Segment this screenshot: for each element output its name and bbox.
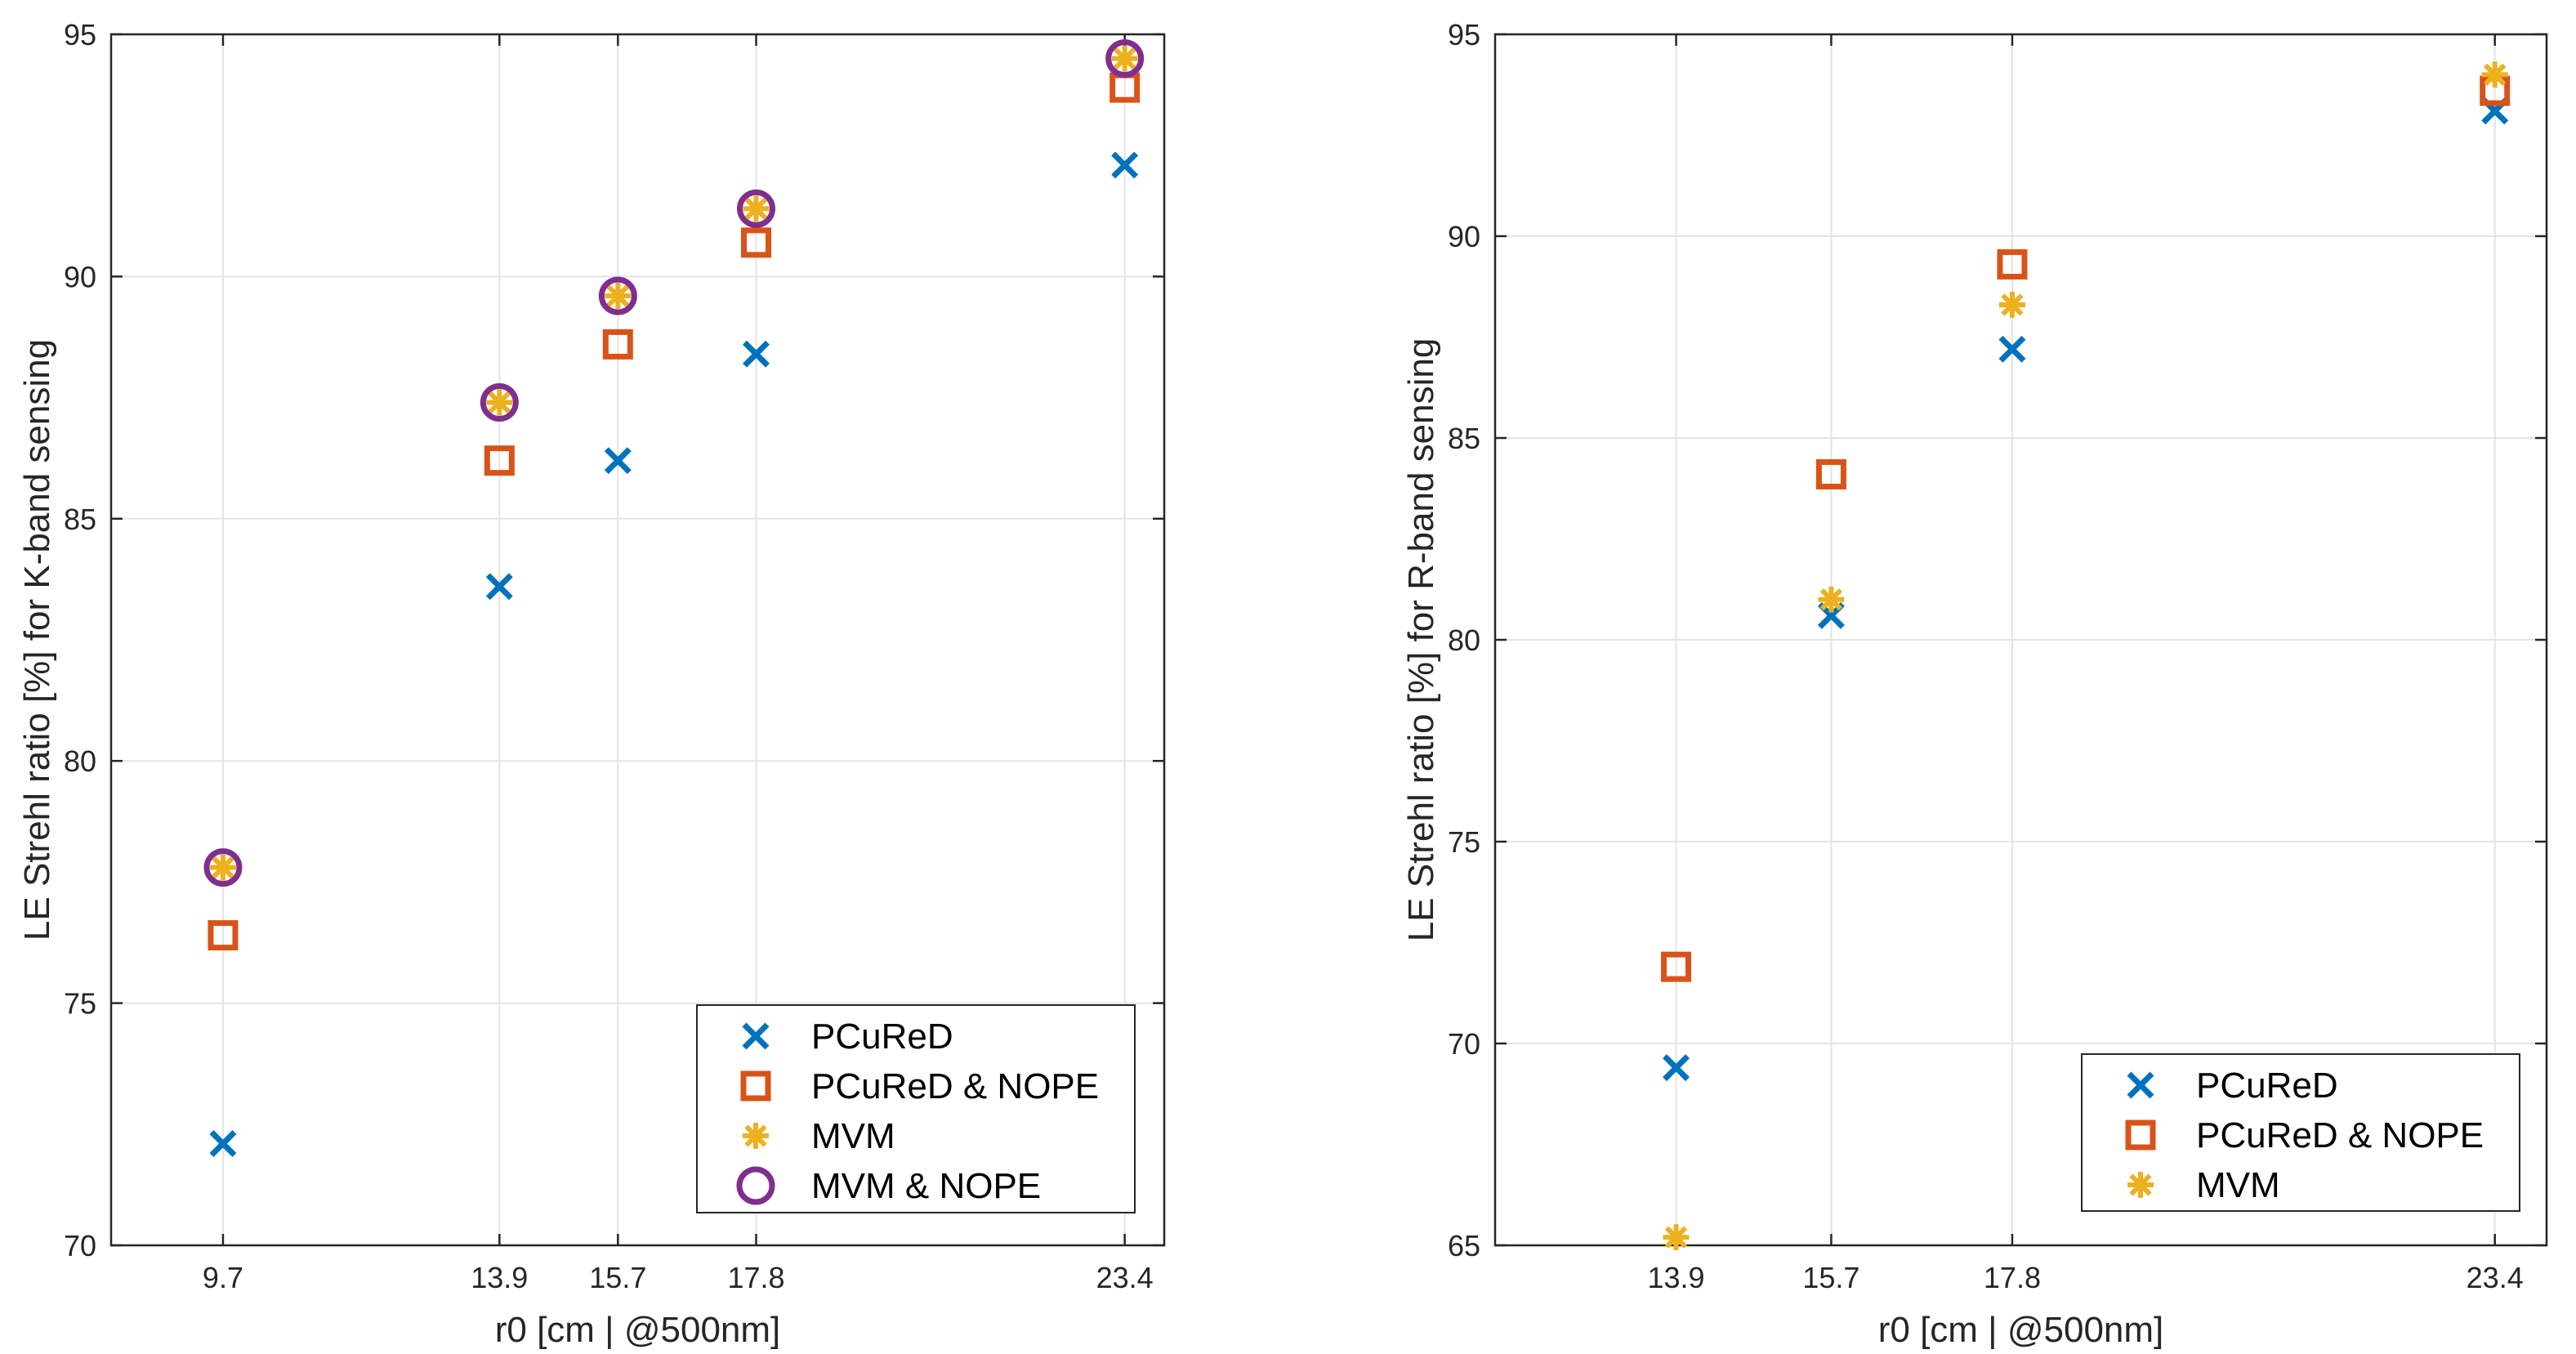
series-mvm-nope xyxy=(203,39,1145,887)
series-mvm xyxy=(209,45,1138,881)
legend-entry: PCuReD xyxy=(811,1017,953,1057)
series-pcured xyxy=(209,151,1139,1157)
y-axis-label: LE Strehl ratio [%] for R-band sensing xyxy=(1401,338,1441,942)
data-point xyxy=(598,276,637,315)
data-point xyxy=(486,389,513,416)
x-axis-label: r0 [cm | @500nm] xyxy=(1878,1310,2164,1350)
x-axis-label: r0 [cm | @500nm] xyxy=(495,1310,781,1350)
data-point xyxy=(1663,1224,1690,1251)
data-point xyxy=(2481,61,2508,88)
data-point xyxy=(743,195,770,222)
y-tick-label: 85 xyxy=(64,503,96,536)
legend-marker xyxy=(740,1070,771,1102)
legend: PCuReD PCuReD & NOPE MVM MVM & NOPE xyxy=(696,1004,1136,1213)
data-point xyxy=(209,1130,237,1157)
y-axis-label: LE Strehl ratio [%] for K-band sensing xyxy=(17,339,57,941)
y-tick-label: 65 xyxy=(1448,1229,1480,1262)
y-tick-label: 75 xyxy=(1448,825,1480,859)
data-point xyxy=(604,447,632,475)
data-point xyxy=(485,573,513,601)
data-point xyxy=(737,189,776,228)
legend: PCuReD PCuReD & NOPE MVM xyxy=(2081,1053,2520,1212)
legend-marker xyxy=(2127,1172,2154,1198)
data-point xyxy=(1818,586,1845,613)
legend-marker xyxy=(2125,1119,2156,1151)
data-point xyxy=(480,383,519,422)
legend-entry: MVM & NOPE xyxy=(811,1166,1041,1206)
chart-left: 9.7 13.9 15.7 17.8 23.4 70 75 80 85 90 95 r0 [cm | … xyxy=(17,18,1166,1350)
data-point xyxy=(743,340,770,368)
y-tick-label: 70 xyxy=(64,1229,96,1262)
x-tick-label: 15.7 xyxy=(589,1261,646,1294)
legend-marker xyxy=(2127,1071,2154,1099)
legend-marker xyxy=(736,1166,775,1205)
y-tick-label: 95 xyxy=(1448,18,1480,51)
data-point xyxy=(208,920,239,951)
legend-entry: PCuReD xyxy=(2196,1066,2338,1106)
y-tick-label: 80 xyxy=(1448,623,1480,657)
x-tick-label: 17.8 xyxy=(1984,1261,2041,1294)
y-tick-label: 80 xyxy=(64,744,96,778)
x-tick-label: 15.7 xyxy=(1802,1261,1859,1294)
x-tick-label: 17.8 xyxy=(727,1261,784,1294)
chart-right: 13.9 15.7 17.8 23.4 65 70 75 80 85 90 95 r0 [cm | @… xyxy=(1401,18,2548,1350)
y-tick-label: 70 xyxy=(1448,1027,1480,1061)
y-tick-label: 95 xyxy=(64,18,96,51)
legend-marker xyxy=(742,1022,770,1050)
data-point xyxy=(203,848,243,887)
x-tick-label: 9.7 xyxy=(203,1261,243,1294)
data-point xyxy=(1661,951,1692,982)
axes-box xyxy=(109,33,1166,1247)
legend-marker xyxy=(743,1123,769,1149)
data-point xyxy=(209,854,236,881)
data-point xyxy=(602,328,633,360)
data-point xyxy=(484,445,515,476)
x-tick-label: 13.9 xyxy=(1647,1261,1704,1294)
data-point xyxy=(741,227,772,258)
y-tick-label: 75 xyxy=(64,987,96,1021)
data-point xyxy=(1663,1054,1690,1082)
data-point xyxy=(1998,291,2025,318)
legend-entry: PCuReD & NOPE xyxy=(811,1066,1099,1106)
y-tick-label: 85 xyxy=(1448,422,1480,455)
legend-entry: MVM xyxy=(2196,1165,2280,1205)
x-tick-label: 13.9 xyxy=(471,1261,528,1294)
data-point xyxy=(1998,335,2026,363)
legend-entry: MVM xyxy=(811,1116,895,1156)
data-point xyxy=(1997,249,2028,280)
x-tick-label: 23.4 xyxy=(2467,1261,2524,1294)
y-tick-label: 90 xyxy=(64,260,96,293)
data-point xyxy=(605,283,632,310)
series-mvm xyxy=(1663,61,2508,1251)
data-point xyxy=(1111,151,1139,179)
data-point xyxy=(1105,39,1145,78)
legend-entry: PCuReD & NOPE xyxy=(2196,1115,2484,1155)
x-tick-label: 23.4 xyxy=(1096,1261,1154,1294)
data-point xyxy=(1111,45,1138,72)
y-tick-label: 90 xyxy=(1448,220,1480,253)
data-point xyxy=(1815,458,1846,489)
